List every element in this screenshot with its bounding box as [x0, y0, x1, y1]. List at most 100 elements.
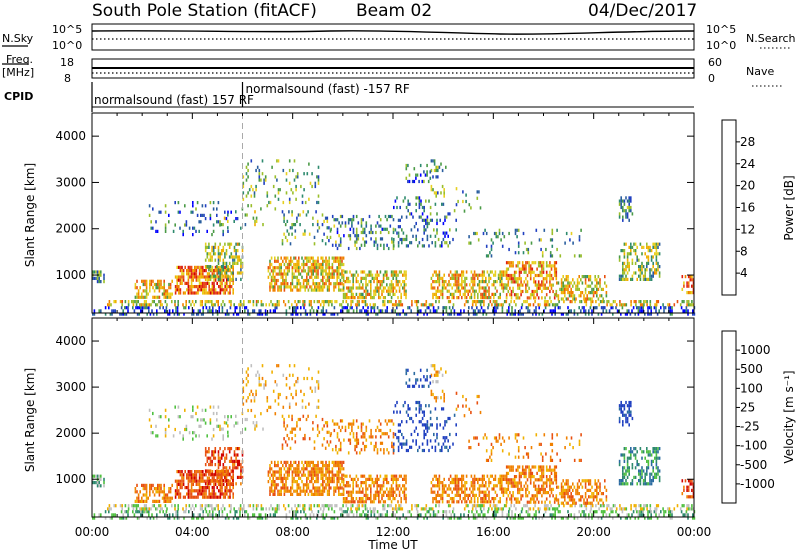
echo-cell — [208, 450, 210, 454]
echo-cell — [378, 289, 380, 293]
echo-cell — [533, 270, 535, 274]
echo-cell — [468, 235, 470, 239]
echo-cell — [550, 273, 553, 278]
echo-cell — [550, 283, 553, 287]
echo-cell — [445, 306, 448, 310]
echo-cell — [552, 289, 554, 294]
echo-cell — [290, 489, 292, 493]
echo-cell — [358, 300, 360, 304]
echo-cell — [518, 273, 521, 278]
echo-cell — [266, 312, 268, 316]
echo-cell — [144, 295, 146, 299]
echo-cell — [148, 303, 151, 307]
echo-cell — [655, 510, 657, 514]
echo-cell — [386, 273, 388, 277]
echo-cell — [499, 507, 501, 511]
echo-cell — [309, 480, 311, 484]
echo-cell — [501, 276, 503, 280]
echo-cell — [304, 256, 306, 260]
echo-cell — [262, 303, 264, 307]
echo-cell — [140, 306, 142, 310]
echo-cell — [499, 280, 501, 284]
echo-cell — [585, 303, 588, 307]
echo-cell — [473, 289, 476, 293]
echo-cell — [386, 477, 388, 481]
echo-cell — [394, 292, 396, 296]
echo-cell — [514, 516, 516, 520]
echo-cell — [559, 306, 561, 310]
echo-cell — [486, 283, 489, 287]
echo-cell — [255, 216, 258, 220]
echo-cell — [485, 286, 487, 290]
echo-cell — [291, 303, 293, 307]
echo-cell — [365, 500, 367, 504]
echo-cell — [586, 294, 588, 298]
echo-cell — [515, 264, 518, 268]
echo-cell — [328, 262, 330, 267]
echo-cell — [282, 200, 285, 205]
echo-cell — [363, 504, 365, 508]
echo-cell — [449, 283, 452, 287]
echo-cell — [352, 227, 355, 231]
echo-cell — [435, 270, 437, 274]
echo-cell — [615, 507, 618, 511]
echo-cell — [134, 286, 137, 290]
echo-cell — [526, 289, 529, 294]
power-data-layer — [92, 113, 696, 316]
echo-cell — [322, 275, 324, 279]
echo-cell — [478, 286, 481, 290]
echo-cell — [628, 199, 630, 203]
echo-cell — [228, 261, 231, 265]
echo-cell — [296, 480, 298, 484]
echo-cell — [639, 274, 642, 278]
echo-cell — [523, 504, 525, 508]
echo-cell — [509, 286, 511, 290]
echo-cell — [174, 479, 177, 483]
echo-cell — [375, 237, 377, 241]
echo-cell — [291, 483, 294, 487]
echo-cell — [346, 474, 348, 478]
echo-cell — [285, 513, 288, 517]
echo-cell — [588, 309, 590, 313]
echo-cell — [502, 270, 505, 274]
echo-cell — [495, 507, 498, 511]
echo-cell — [437, 175, 439, 179]
echo-cell — [595, 300, 597, 304]
echo-cell — [228, 450, 231, 454]
echo-cell — [630, 205, 632, 210]
echo-cell — [182, 303, 184, 307]
echo-cell — [351, 510, 353, 514]
echo-cell — [417, 504, 420, 508]
echo-cell — [358, 296, 361, 300]
echo-cell — [371, 500, 374, 504]
echo-cell — [203, 479, 206, 483]
echo-cell — [338, 467, 340, 471]
echo-cell — [153, 300, 155, 304]
echo-cell — [260, 303, 263, 307]
echo-cell — [547, 273, 550, 278]
echo-cell — [646, 300, 648, 304]
echo-cell — [448, 516, 451, 520]
echo-cell — [365, 276, 367, 280]
echo-cell — [532, 507, 535, 511]
echo-cell — [338, 473, 340, 477]
echo-cell — [346, 306, 348, 310]
echo-cell — [317, 175, 320, 179]
echo-cell — [389, 490, 391, 494]
echo-cell — [309, 181, 312, 185]
echo-cell — [539, 270, 542, 274]
echo-cell — [316, 229, 319, 233]
echo-cell — [307, 483, 310, 487]
echo-cell — [526, 300, 528, 304]
echo-cell — [302, 504, 304, 508]
echo-cell — [178, 489, 180, 493]
echo-cell — [140, 303, 143, 307]
echo-cell — [328, 492, 330, 496]
echo-cell — [222, 479, 225, 483]
echo-cell — [103, 273, 105, 277]
echo-cell — [286, 460, 289, 464]
echo-cell — [585, 300, 588, 304]
echo-cell — [240, 271, 242, 275]
echo-cell — [596, 281, 598, 285]
echo-cell — [480, 286, 482, 290]
